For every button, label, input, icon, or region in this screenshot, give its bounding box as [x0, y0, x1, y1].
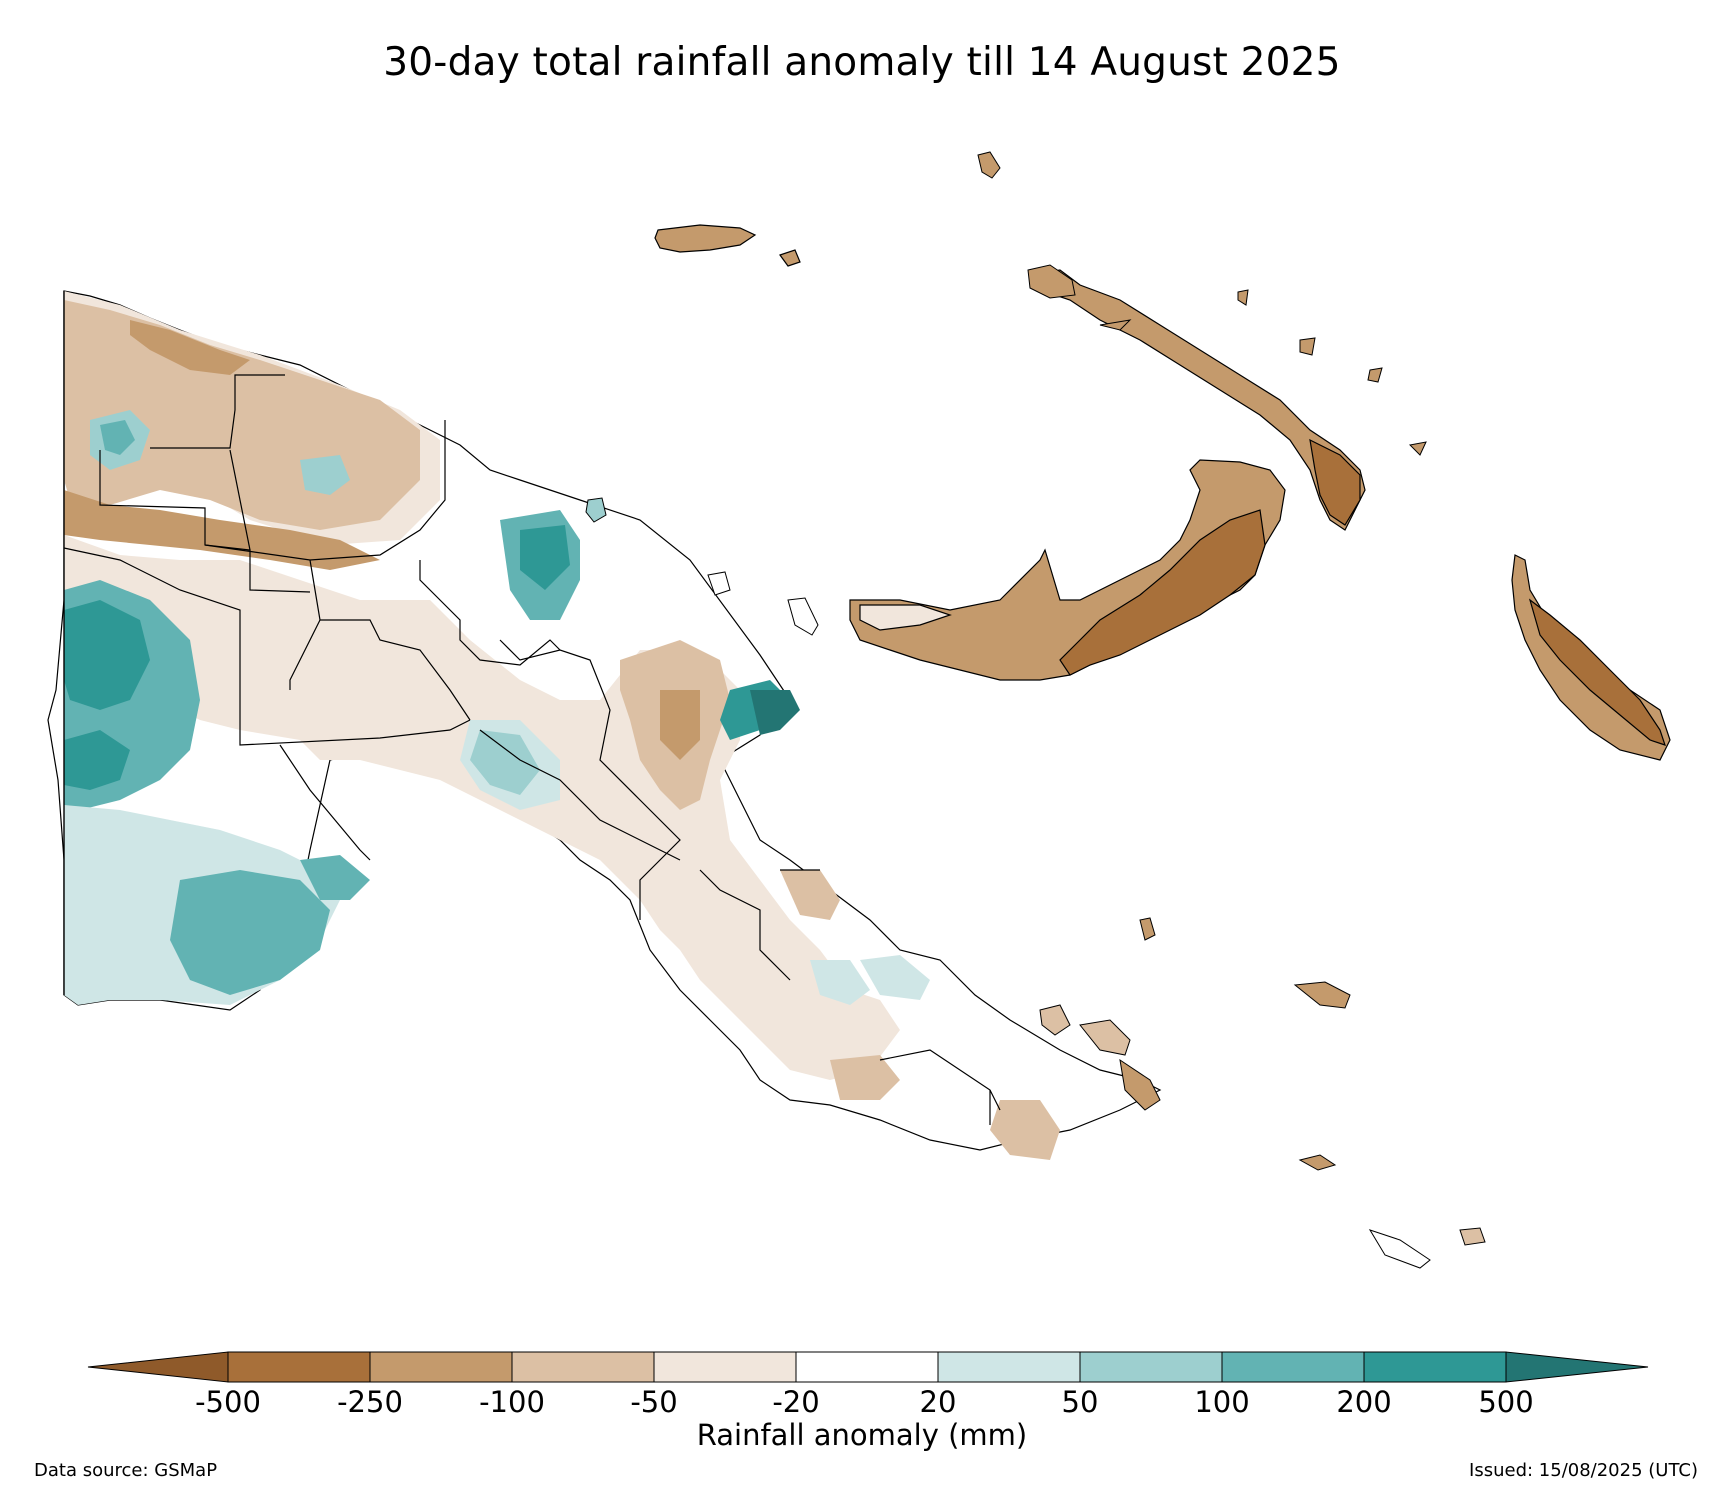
- colorbar-tick-label: 50: [1061, 1385, 1099, 1419]
- colorbar-tick-label: 20: [919, 1385, 957, 1419]
- colorbar-extend-low: [87, 1351, 229, 1383]
- manus-island: [654, 224, 801, 267]
- colorbar-tick-label: 500: [1478, 1385, 1534, 1419]
- colorbar-segment: [511, 1351, 655, 1383]
- colorbar-tick-label: -500: [195, 1385, 261, 1419]
- colorbar-tick-label: 100: [1194, 1385, 1250, 1419]
- issued-date: Issued: 15/08/2025 (UTC): [1469, 1460, 1698, 1481]
- data-source: Data source: GSMaP: [34, 1460, 218, 1481]
- colorbar-tick-label: -100: [479, 1385, 545, 1419]
- map-title: 30-day total rainfall anomaly till 14 Au…: [383, 40, 1341, 85]
- mainland-anomaly-fill: [64, 291, 1060, 1160]
- colorbar-label: Rainfall anomaly (mm): [696, 1418, 1028, 1452]
- colorbar-segment: [1221, 1351, 1365, 1383]
- colorbar-tick-label: -250: [337, 1385, 403, 1419]
- colorbar-segment: [937, 1351, 1081, 1383]
- colorbar-tick-label: 200: [1336, 1385, 1392, 1419]
- colorbar-segment: [227, 1351, 371, 1383]
- colorbar-segment: [1363, 1351, 1507, 1383]
- province-boundaries: [63, 374, 1001, 1125]
- colorbar-extend-high: [1505, 1351, 1649, 1383]
- colorbar-segment: [1079, 1351, 1223, 1383]
- bougainville-island: [1511, 554, 1671, 761]
- small-islands: [585, 151, 1486, 1269]
- colorbar-segment: [795, 1351, 939, 1383]
- colorbar-segment: [653, 1351, 797, 1383]
- colorbar-segment: [369, 1351, 513, 1383]
- colorbar-tick-label: -20: [772, 1385, 820, 1419]
- new-britain-island: [849, 459, 1286, 681]
- colorbar-tick-label: -50: [630, 1385, 678, 1419]
